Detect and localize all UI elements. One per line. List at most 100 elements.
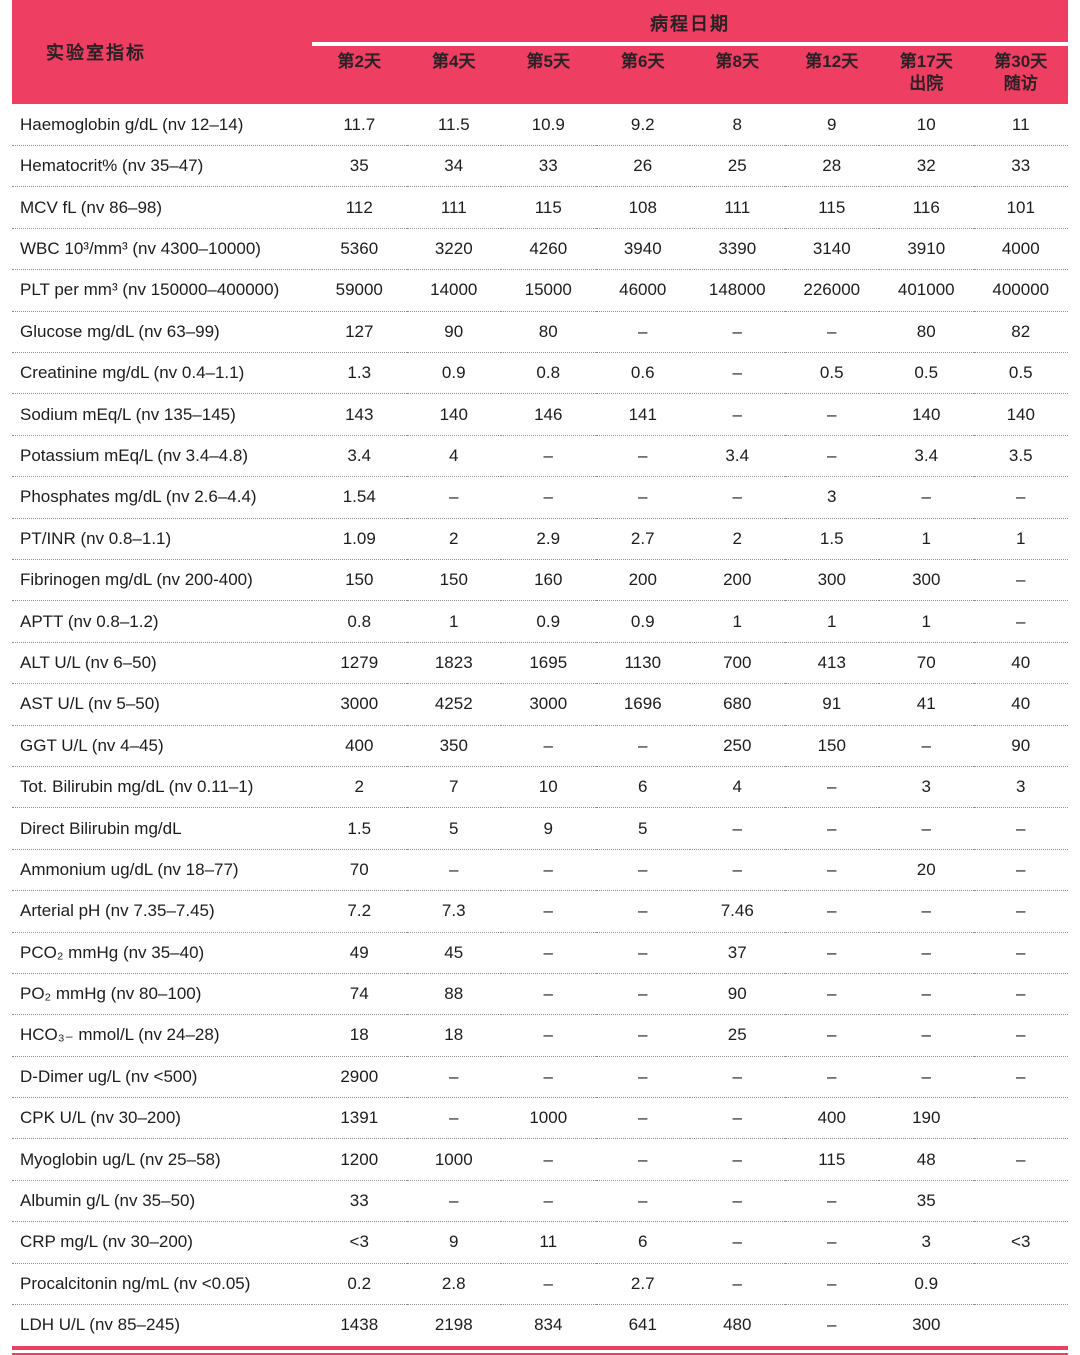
value-cell: 10.9 [501,104,596,147]
value-cell: 45 [406,932,501,974]
row-label: Tot. Bilirubin mg/dL (nv 0.11–1) [12,766,312,809]
row-label: ALT U/L (nv 6–50) [12,642,312,685]
value-cell: 3 [879,766,974,809]
table-row: Potassium mEq/L (nv 3.4–4.8) 3.4 4– –3.4–3… [12,435,1068,478]
value-cell: – [784,1056,879,1099]
value-cell: – [784,311,879,354]
value-cell: 1696 [595,683,690,726]
value-cell: – [501,932,596,974]
value-cell: 0.5 [879,352,974,395]
day-label: 第8天 [715,52,759,71]
value-cell: – [690,1180,785,1223]
table-row: Ammonium ug/dL (nv 18–77) 70– – – – –20– [12,849,1068,892]
value-cell: 33 [501,145,596,188]
value-cell: 3220 [406,228,501,271]
column-group-header-disease-course-date: 病程日期 [312,0,1068,46]
value-cell: 115 [784,186,879,229]
value-cell: 1.3 [312,352,407,395]
value-cell: 3000 [312,683,407,726]
value-cell: 1.5 [784,518,879,560]
value-cell: – [595,973,690,1016]
value-cell: – [501,1263,596,1306]
value-cell: 2900 [312,1056,407,1099]
value-cell [973,1097,1068,1140]
table-row: HCO₃₋ mmol/L (nv 24–28) 18 18– –25– – – [12,1014,1068,1057]
value-cell: 148000 [690,269,785,312]
value-cell: 150 [312,559,407,602]
value-cell: 3.4 [879,435,974,478]
value-cell: 3 [784,476,879,519]
value-cell: 641 [628,1315,657,1335]
value-cell: 350 [406,725,501,767]
value-cell: 5360 [312,228,407,271]
column-header-day: 第30天随访 [973,44,1068,105]
value-cell: 1200 [312,1138,407,1181]
value-cell: – [784,973,879,1016]
value-cell: 250 [690,725,785,767]
value-cell: – [690,1263,785,1306]
value-cell: – [973,932,1068,974]
value-cell: 834 [534,1315,563,1335]
value-cell [973,1263,1068,1306]
table-row: Sodium mEq/L (nv 135–145) 143 140 146 141– –… [12,393,1068,436]
value-cell: 82 [973,311,1068,354]
row-label: Arterial pH (nv 7.35–7.45) [12,890,312,933]
value-cell: 3140 [784,228,879,271]
row-label: Phosphates mg/dL (nv 2.6–4.4) [12,476,312,519]
value-cell: 1.5 [312,807,407,850]
value-cell: 4000 [973,228,1068,271]
value-cell: 0.8 [312,600,407,643]
value-cell: – [973,1056,1068,1099]
day-sub-label: 随访 [1003,74,1038,94]
table-row: Fibrinogen mg/dL (nv 200-400) 150 150 160 2… [12,559,1068,602]
day-label: 第5天 [526,52,570,71]
value-cell: 9 [501,807,596,850]
row-label: CPK U/L (nv 30–200) [12,1097,312,1140]
value-cell: – [690,352,785,395]
column-header-day: 第8天 [690,44,785,105]
value-cell: 40 [973,683,1068,726]
value-cell: – [501,1138,596,1181]
value-cell: – [784,1221,879,1264]
value-cell: – [879,725,974,767]
value-cell: – [879,1056,974,1099]
row-label: Haemoglobin g/dL (nv 12–14) [12,104,312,147]
value-cell: 25 [690,145,785,188]
table-row: Direct Bilirubin mg/dL 1.5 5 9 5– – – – [12,807,1068,850]
row-label: Fibrinogen mg/dL (nv 200-400) [12,559,312,602]
value-cell: – [690,476,785,519]
value-cell: 115 [501,186,596,229]
value-cell: 11 [501,1221,596,1264]
table-row: Creatinine mg/dL (nv 0.4–1.1) 1.3 0.9 0.8 0… [12,352,1068,395]
value-cell: 3390 [690,228,785,271]
value-cell: 80 [501,311,596,354]
value-cell: 0.9 [595,600,690,643]
value-cell: 226000 [784,269,879,312]
day-label: 第30天 [994,52,1048,71]
row-label: PO₂ mmHg (nv 80–100) [12,973,312,1016]
table-row: Albumin g/L (nv 35–50) 33– – – – –35 [12,1180,1068,1223]
value-cell: – [690,1221,785,1264]
lab-results-table: 实验室指标 病程日期 第2天 第4天 第5天 第6天 第8天 第12天 第17天 出院 第30天… [12,0,1068,1346]
value-cell: – [406,476,501,519]
value-cell: 401000 [879,269,974,312]
value-cell: 11 [973,104,1068,147]
value-cell: 25 [690,1014,785,1057]
row-label: LDH U/L (nv 85–245) [20,1315,181,1335]
value-cell: 108 [595,186,690,229]
value-cell: 1000 [406,1138,501,1181]
value-cell: – [690,393,785,436]
value-cell: 37 [690,932,785,974]
value-cell: 1 [690,600,785,643]
value-cell: 3 [879,1221,974,1264]
value-cell: – [595,1097,690,1140]
value-cell: 1 [879,600,974,643]
value-cell: 7.2 [312,890,407,933]
value-cell: 15000 [501,269,596,312]
value-cell: 115 [784,1138,879,1181]
value-cell: 200 [595,559,690,602]
value-cell: – [501,476,596,519]
value-cell: – [973,973,1068,1016]
day-label: 第12天 [805,52,859,71]
value-cell: – [406,1056,501,1099]
